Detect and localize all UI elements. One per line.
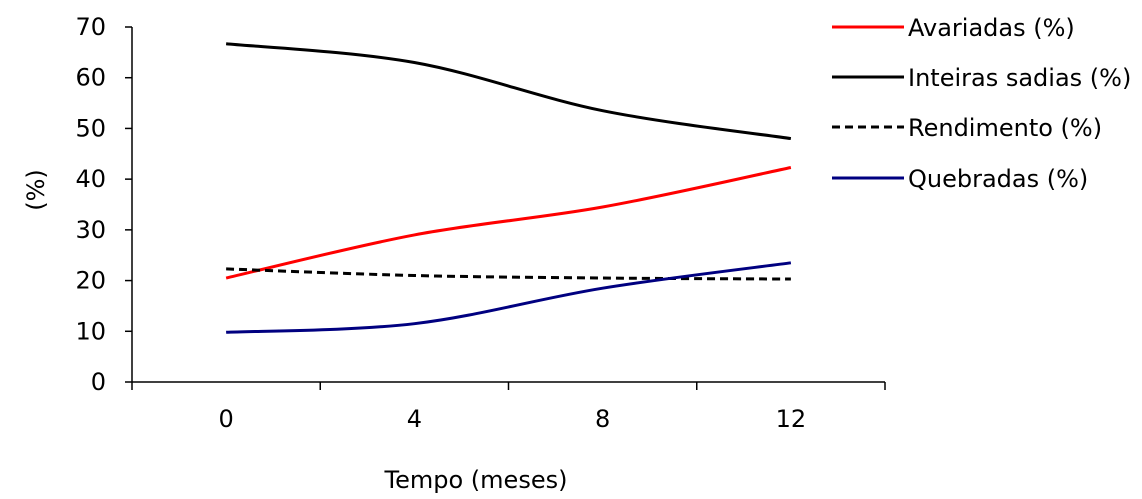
y-tick-label: 70 bbox=[75, 13, 106, 41]
y-tick-label: 50 bbox=[75, 114, 106, 142]
legend-label: Avariadas (%) bbox=[908, 14, 1075, 42]
legend-label: Quebradas (%) bbox=[908, 165, 1088, 193]
series-line-4 bbox=[226, 261, 792, 334]
series-layer bbox=[225, 42, 792, 334]
y-tick-label: 40 bbox=[75, 165, 106, 193]
x-tick-label: 4 bbox=[407, 405, 422, 433]
legend-item: Quebradas (%) bbox=[832, 165, 1088, 193]
y-tick-label: 10 bbox=[75, 317, 106, 345]
y-tick-label: 60 bbox=[75, 64, 106, 92]
series-line-1 bbox=[225, 166, 792, 280]
y-tick-label: 30 bbox=[75, 216, 106, 244]
series-line-2 bbox=[225, 42, 792, 141]
x-tick-label: 12 bbox=[776, 405, 807, 433]
series-line-3 bbox=[226, 267, 791, 281]
x-axis-label: Tempo (meses) bbox=[384, 466, 568, 494]
x-axis: 0 4 8 12 bbox=[131, 381, 886, 433]
x-tick-label: 8 bbox=[595, 405, 610, 433]
legend-item: Inteiras sadias (%) bbox=[832, 64, 1131, 92]
legend: Avariadas (%) Inteiras sadias (%) Rendimen… bbox=[832, 14, 1131, 193]
legend-label: Rendimento (%) bbox=[908, 114, 1102, 142]
legend-item: Avariadas (%) bbox=[832, 14, 1075, 42]
y-tick-label: 20 bbox=[75, 267, 106, 295]
y-axis: 0 10 20 30 40 50 60 70 bbox=[75, 13, 133, 396]
legend-label: Inteiras sadias (%) bbox=[908, 64, 1131, 92]
x-tick-label: 0 bbox=[218, 405, 233, 433]
y-tick-label: 0 bbox=[91, 368, 106, 396]
y-axis-label: (%) bbox=[22, 169, 50, 211]
legend-item: Rendimento (%) bbox=[832, 114, 1102, 142]
